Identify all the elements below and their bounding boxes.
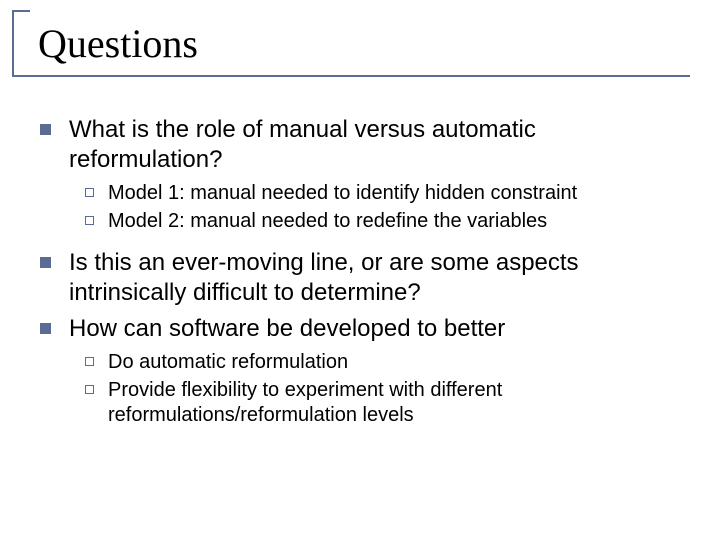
slide-body: What is the role of manual versus automa… <box>40 115 680 442</box>
square-bullet-icon <box>40 323 51 334</box>
bullet-level2: Do automatic reformulation <box>85 350 680 375</box>
bullet-level1: What is the role of manual versus automa… <box>40 115 680 175</box>
bullet-text: What is the role of manual versus automa… <box>69 115 680 175</box>
sub-bullet-text: Model 1: manual needed to identify hidde… <box>108 181 577 206</box>
bullet-text: Is this an ever-moving line, or are some… <box>69 248 680 308</box>
title-rule-top <box>12 10 30 12</box>
sub-bullet-text: Model 2: manual needed to redefine the v… <box>108 209 547 234</box>
slide-title: Questions <box>18 16 690 77</box>
slide: Questions What is the role of manual ver… <box>0 0 720 540</box>
hollow-square-bullet-icon <box>85 385 94 394</box>
square-bullet-icon <box>40 124 51 135</box>
bullet-text: How can software be developed to better <box>69 314 505 344</box>
hollow-square-bullet-icon <box>85 216 94 225</box>
sub-bullet-text: Provide flexibility to experiment with d… <box>108 378 680 428</box>
bullet-level2: Model 2: manual needed to redefine the v… <box>85 209 680 234</box>
hollow-square-bullet-icon <box>85 357 94 366</box>
bullet-level1: How can software be developed to better <box>40 314 680 344</box>
title-rule-left <box>12 10 14 75</box>
bullet-level2: Provide flexibility to experiment with d… <box>85 378 680 428</box>
title-wrap: Questions <box>18 16 690 77</box>
hollow-square-bullet-icon <box>85 188 94 197</box>
bullet-level1: Is this an ever-moving line, or are some… <box>40 248 680 308</box>
square-bullet-icon <box>40 257 51 268</box>
sub-list: Do automatic reformulation Provide flexi… <box>85 350 680 428</box>
sub-list: Model 1: manual needed to identify hidde… <box>85 181 680 234</box>
bullet-level2: Model 1: manual needed to identify hidde… <box>85 181 680 206</box>
sub-bullet-text: Do automatic reformulation <box>108 350 348 375</box>
